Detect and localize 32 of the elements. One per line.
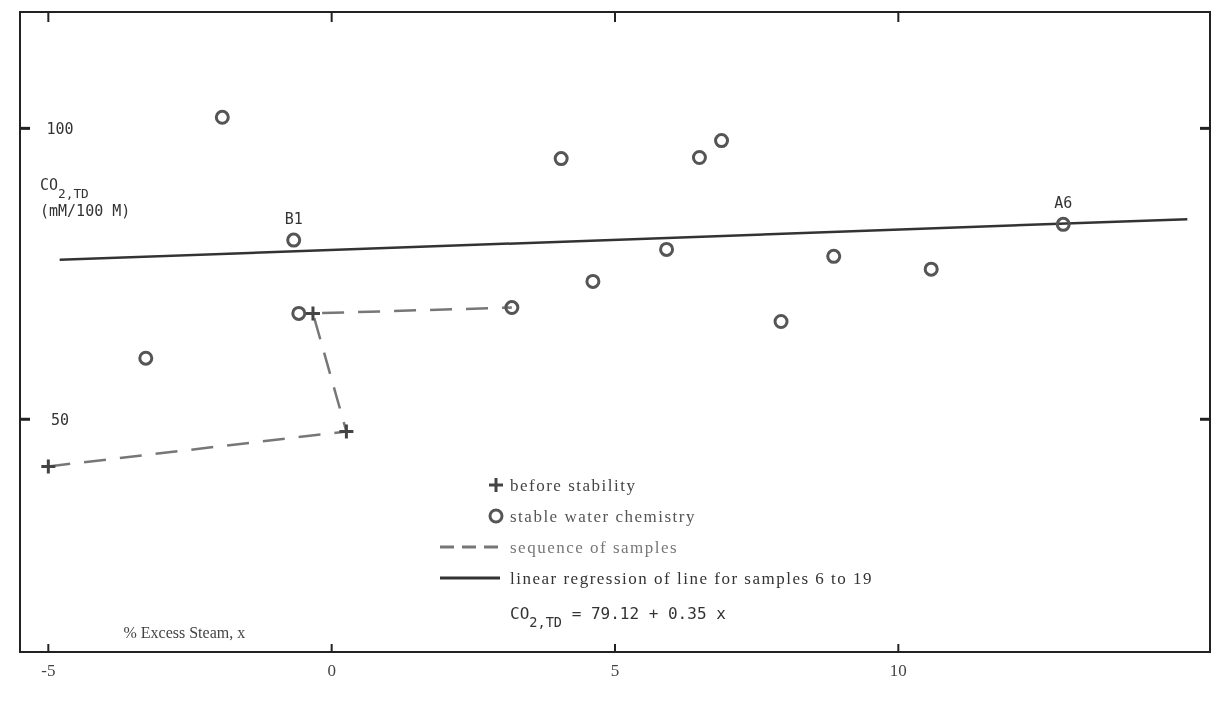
point <box>39 457 57 475</box>
point <box>826 248 842 264</box>
x-tick-label: 5 <box>610 661 620 680</box>
annotation: CO$_{2,TD}$ = 79.12 + 0.35 x <box>510 603 727 630</box>
point <box>214 109 230 125</box>
annotation: A6 <box>1054 194 1073 213</box>
y-tick-label: 50 <box>50 410 70 429</box>
x-tick-label: 0 <box>327 661 336 680</box>
x-tick-label: -5 <box>41 661 56 680</box>
point <box>1055 216 1071 232</box>
legend-label: stable water chemistry <box>510 506 696 526</box>
point <box>714 133 730 149</box>
legend-label: sequence of samples <box>510 537 679 557</box>
point <box>923 261 939 277</box>
point <box>659 241 675 257</box>
y-axis-title: CO$_{2,TD}$ (mM/100 M) <box>40 176 131 220</box>
legend-label: before stability <box>510 475 637 495</box>
point <box>337 422 355 440</box>
y-tick-label: 100 <box>46 119 74 138</box>
x-axis-title: % Excess Steam, x <box>123 624 246 641</box>
point <box>773 314 789 330</box>
point <box>553 151 569 167</box>
point <box>691 149 707 165</box>
point <box>138 350 154 366</box>
point <box>585 273 601 289</box>
point <box>286 232 302 248</box>
x-tick-label: 10 <box>889 661 907 680</box>
point <box>291 305 307 321</box>
point <box>304 304 322 322</box>
annotation: B1 <box>284 210 303 229</box>
point <box>504 300 520 316</box>
legend-label: linear regression of line for samples 6 to 19 <box>510 568 874 588</box>
